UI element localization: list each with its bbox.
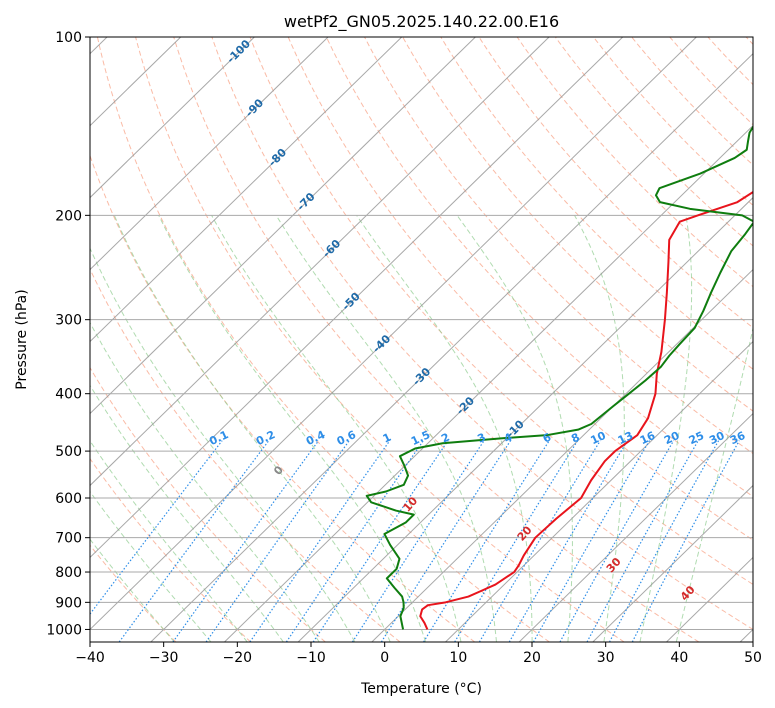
dry-adiabat (96, 37, 550, 642)
x-tick-label: 10 (449, 650, 467, 666)
isotherm (90, 37, 476, 415)
dry-adiabat (90, 457, 252, 642)
moist-adiabat (90, 439, 248, 642)
isotherm (90, 37, 329, 271)
isotherm (371, 268, 753, 642)
mixing-ratio-label: 36 (728, 429, 748, 447)
dry-adiabat (478, 37, 753, 329)
moist-adiabat (456, 215, 573, 642)
y-tick-label: 300 (55, 313, 82, 329)
isotherm (150, 52, 753, 642)
moist-adiabat (639, 215, 693, 642)
y-tick-label: 400 (55, 387, 82, 403)
dry-adiabat (631, 37, 753, 166)
x-tick-label: 30 (597, 650, 615, 666)
isotherm (90, 37, 255, 199)
y-tick-label: 800 (55, 565, 82, 581)
x-axis-label: Temperature (°C) (360, 681, 482, 697)
dewpoint-profile (365, 125, 753, 630)
y-tick-label: 1000 (46, 622, 82, 638)
y-tick-label: 900 (55, 595, 82, 611)
dry-adiabat (90, 366, 326, 642)
y-tick-label: 100 (55, 30, 82, 46)
moist-adiabat (113, 215, 391, 642)
mixing-ratio-line (380, 440, 512, 642)
isotherm (90, 37, 403, 343)
moist-adiabat (675, 325, 753, 642)
mixing-ratio-line (249, 440, 391, 642)
mixing-ratio-line (478, 440, 601, 642)
axis-ticks: −40 −30 −20 −10 0 10 20 30 40 50 1000 900 800 700 600 5… (46, 30, 762, 666)
moist-adiabat (158, 215, 427, 642)
chart-title: wetPf2_GN05.2025.140.22.00.E16 (284, 12, 559, 32)
x-tick-label: −40 (75, 650, 105, 666)
isotherm (297, 196, 753, 642)
mixing-ratio-label: 10 (588, 429, 608, 447)
x-tick-label: −10 (296, 650, 326, 666)
dry-adiabat (249, 37, 753, 585)
y-tick-label: 500 (55, 444, 82, 460)
dry-adiabat (90, 268, 401, 642)
moist-adiabat (275, 215, 497, 642)
isotherm (90, 37, 697, 631)
moist-adiabat (90, 384, 284, 642)
y-tick-label: 200 (55, 208, 82, 224)
dry-adiabat (173, 37, 700, 642)
isotherm (445, 340, 753, 642)
mixing-ratio-label: 16 (638, 429, 658, 447)
plot-frame (89, 36, 754, 643)
x-tick-label: −30 (149, 650, 179, 666)
isotherm (90, 37, 550, 487)
y-tick-label: 700 (55, 531, 82, 547)
isotherm (90, 37, 624, 559)
mixing-ratio-line (90, 440, 223, 616)
mixing-ratio-label: 25 (687, 429, 706, 447)
moist-adiabat (574, 215, 625, 642)
temperature-profile (419, 190, 753, 630)
mixing-ratio-line (351, 440, 485, 642)
plot-area (90, 37, 753, 642)
mixing-ratio-line (508, 440, 629, 642)
x-tick-label: 40 (670, 650, 688, 666)
isotherm (592, 484, 753, 642)
mixing-ratio-line (118, 440, 270, 642)
y-tick-label: 600 (55, 491, 82, 507)
moist-adiabat (90, 247, 356, 642)
x-tick-label: 0 (380, 650, 389, 666)
x-tick-label: 20 (523, 650, 541, 666)
mixing-ratio-label: 13 (616, 429, 635, 447)
mixing-ratio-label: 20 (662, 429, 682, 447)
mixing-ratio-line (205, 440, 350, 642)
isotherm (518, 412, 753, 642)
dry-adiabat (516, 37, 753, 288)
dry-adiabat (287, 37, 753, 541)
mixing-ratio-line (631, 440, 740, 642)
mixing-ratio-line (312, 440, 449, 642)
dry-adiabat (211, 37, 753, 631)
moist-adiabat (90, 490, 212, 642)
moist-adiabat (90, 538, 175, 642)
dry-adiabat (325, 37, 753, 498)
y-axis-label: Pressure (hPa) (14, 289, 30, 389)
mixing-ratio-line (608, 440, 720, 642)
dry-adiabat (135, 37, 625, 642)
mixing-ratio-line (285, 440, 424, 642)
mixing-ratio-label: 30 (707, 429, 727, 447)
x-tick-label: 50 (744, 650, 762, 666)
mixing-ratio-line (454, 440, 579, 642)
mixing-ratio-line (423, 440, 550, 642)
x-tick-label: −20 (223, 650, 253, 666)
dry-adiabat (593, 37, 753, 206)
isotherm (224, 124, 753, 642)
